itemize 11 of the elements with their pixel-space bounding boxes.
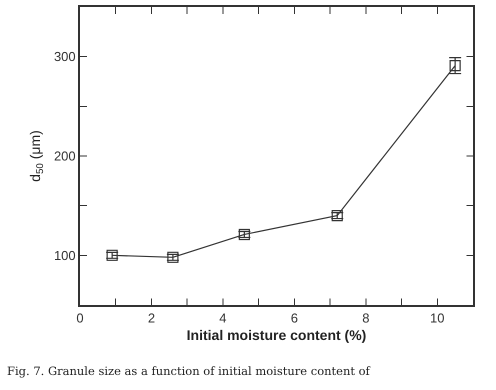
x-tick-label: 6 — [290, 310, 298, 326]
x-tick-label: 2 — [148, 310, 156, 326]
x-tick-label: 10 — [430, 310, 445, 326]
caption: Fig. 7. Granule size as a function of initial moisture content of — [7, 364, 371, 378]
y-tick-label: 100 — [54, 248, 76, 263]
y-tick-label: 200 — [54, 148, 76, 164]
x-axis-title: Initial moisture content (%) — [186, 327, 366, 344]
x-tick-label: 4 — [219, 310, 227, 326]
x-tick-label: 8 — [362, 310, 370, 326]
x-tick-label: 0 — [76, 310, 84, 326]
y-tick-label: 300 — [54, 49, 76, 64]
